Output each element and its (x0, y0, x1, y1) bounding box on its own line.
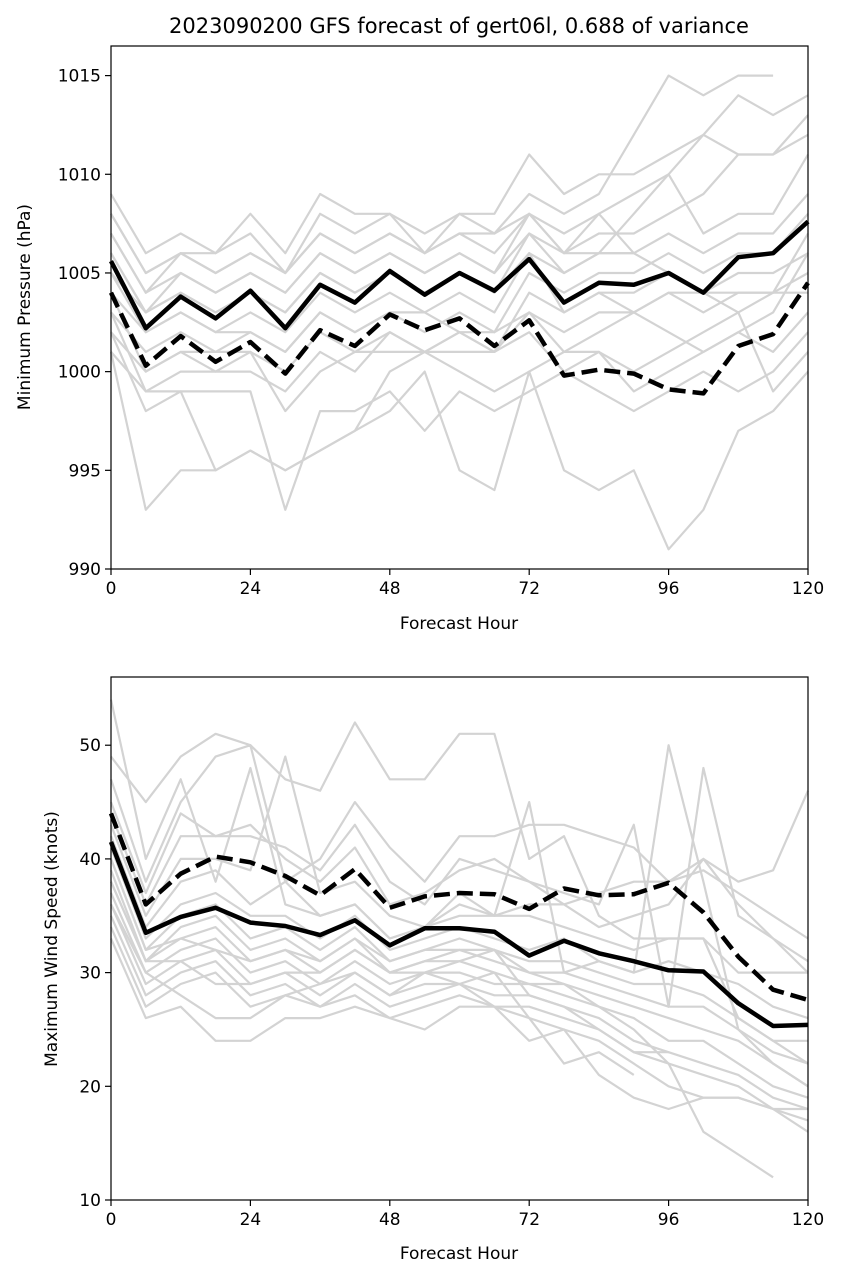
wind-y-tick-label: 20 (79, 1077, 101, 1097)
pressure-x-axis: 0 24 48 72 96 120 (106, 569, 824, 599)
wind-y-tick-label: 40 (79, 850, 101, 870)
wind-member-line-18 (109, 881, 669, 1054)
pressure-member-line-17 (110, 212, 635, 275)
pressure-deterministic-line (108, 281, 810, 396)
pressure-y-axis-label: Minimum Pressure (hPa) (15, 204, 35, 410)
wind-member-line-12 (109, 892, 809, 1099)
wind-x-tick-label: 24 (240, 1210, 262, 1230)
wind-x-axis: 0 24 48 72 96 120 (106, 1200, 824, 1230)
wind-member-line-3 (109, 744, 810, 883)
pressure-y-tick-label: 995 (69, 461, 101, 481)
wind-member-line-16 (109, 938, 808, 1111)
pressure-x-axis-label: Forecast Hour (400, 614, 518, 634)
wind-x-tick-label: 120 (792, 1210, 824, 1230)
pressure-mean-line (109, 219, 810, 331)
pressure-member-line-14 (110, 272, 809, 393)
pressure-axes-frame (110, 45, 809, 570)
pressure-member-line-2 (110, 74, 774, 275)
pressure-y-axis: 990 995 1000 1005 1010 1015 (58, 67, 111, 580)
pressure-x-tick-label: 120 (792, 579, 824, 599)
wind-member-line-19 (109, 858, 774, 1179)
pressure-member-line-13 (109, 292, 809, 413)
pressure-x-tick-label: 48 (379, 579, 401, 599)
wind-x-tick-label: 0 (106, 1210, 117, 1230)
pressure-y-tick-label: 1010 (58, 165, 101, 185)
wind-x-tick-label: 96 (658, 1210, 680, 1230)
pressure-y-tick-label: 1015 (58, 67, 101, 87)
pressure-main-lines (108, 219, 810, 396)
chart-title: 2023090200 GFS forecast of gert06l, 0.68… (169, 14, 749, 38)
wind-member-line-4 (109, 766, 809, 1008)
wind-y-tick-label: 10 (79, 1191, 101, 1211)
wind-y-axis-label: Maximum Wind Speed (knots) (42, 811, 62, 1067)
wind-x-tick-label: 72 (518, 1210, 540, 1230)
pressure-y-tick-label: 990 (69, 560, 101, 580)
wind-x-axis-label: Forecast Hour (400, 1244, 518, 1264)
pressure-x-tick-label: 0 (106, 579, 117, 599)
wind-member-line-7 (109, 835, 808, 974)
pressure-member-line-12 (109, 311, 809, 511)
pressure-member-line-7 (110, 213, 809, 353)
wind-panel: 0 24 48 72 96 120 10 20 30 40 50 Forecast Hour Ma… (42, 676, 824, 1264)
wind-member-line-9 (109, 858, 808, 1042)
wind-y-axis: 10 20 30 40 50 (79, 736, 111, 1211)
pressure-y-tick-label: 1005 (58, 264, 101, 284)
pressure-x-tick-label: 96 (658, 579, 680, 599)
wind-member-line-1 (109, 699, 809, 1088)
wind-mean-line (108, 841, 809, 1029)
wind-x-tick-label: 48 (379, 1210, 401, 1230)
pressure-y-tick-label: 1000 (58, 363, 101, 383)
wind-deterministic-line (108, 812, 809, 1003)
pressure-panel: 2023090200 GFS forecast of gert06l, 0.68… (15, 14, 824, 634)
wind-main-lines (108, 812, 809, 1029)
pressure-x-tick-label: 72 (518, 579, 540, 599)
pressure-member-line-6 (110, 193, 809, 334)
wind-axes-frame (110, 676, 809, 1201)
pressure-x-tick-label: 24 (240, 579, 262, 599)
wind-y-tick-label: 30 (79, 964, 101, 984)
wind-member-line-17 (110, 903, 635, 1076)
pressure-member-line-11 (109, 351, 809, 551)
wind-y-tick-label: 50 (79, 736, 101, 756)
